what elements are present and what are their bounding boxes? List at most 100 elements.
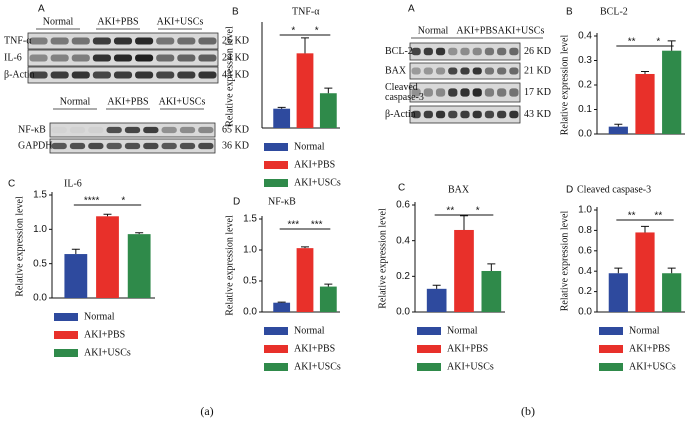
y-tick-label: 0.4	[396, 235, 410, 246]
chart-title: NF-κB	[268, 196, 296, 207]
legend-label: AKI+PBS	[84, 329, 125, 340]
blot-band	[143, 142, 159, 150]
blot-band	[50, 37, 69, 45]
panel-letter: B	[232, 7, 239, 18]
blot-row-label: NF-κB	[18, 124, 46, 135]
blot-band	[71, 71, 90, 79]
blot-band	[460, 47, 470, 56]
blot-band	[29, 37, 48, 45]
legend-label: Normal	[447, 325, 478, 336]
blot-band	[497, 47, 507, 56]
blot-band	[29, 54, 48, 62]
y-tick-label: 0.6	[396, 200, 410, 211]
bar	[481, 270, 502, 312]
y-tick-label: 0.0	[578, 307, 592, 318]
blot-row-label: Cleaved	[385, 82, 418, 93]
legend-label: AKI+PBS	[294, 343, 335, 354]
legend-label: Normal	[294, 141, 325, 152]
significance-label: *	[656, 37, 660, 48]
lane-group-label: AKI+PBS	[97, 16, 138, 27]
blot-band	[435, 67, 446, 75]
subfigure-label: (a)	[200, 404, 213, 418]
blot-band	[88, 142, 104, 150]
blot-band	[435, 110, 446, 119]
bar	[319, 93, 337, 128]
error-bar	[614, 123, 623, 127]
legend-swatch	[264, 143, 288, 151]
blot-band	[448, 67, 458, 75]
blot-band	[106, 142, 122, 150]
bar	[319, 286, 337, 312]
y-tick-label: 1.0	[243, 245, 257, 256]
blot-band	[69, 126, 86, 134]
blot-band	[113, 37, 133, 45]
blot-band	[135, 37, 154, 45]
blot-band	[156, 71, 175, 79]
significance-label: ***	[287, 220, 299, 231]
y-tick-label: 0.2	[578, 80, 592, 91]
blot-band	[71, 54, 90, 62]
blot-band	[29, 71, 48, 79]
blot-band	[460, 67, 470, 75]
error-bar	[103, 213, 112, 217]
panel-letter: D	[566, 185, 573, 196]
chart-title: IL-6	[64, 178, 82, 189]
blot-band	[460, 88, 470, 97]
bar	[426, 288, 447, 312]
blot-band	[423, 47, 433, 56]
legend-swatch	[264, 363, 288, 371]
blot-band	[179, 142, 196, 150]
legend-label: AKI+USCs	[84, 347, 131, 358]
blot-band	[106, 126, 122, 134]
y-tick-label: 0.2	[578, 286, 592, 297]
blot-band	[92, 71, 111, 79]
y-tick-label: 0.0	[243, 307, 257, 318]
legend-swatch	[599, 345, 623, 353]
lane-group-label: AKI+PBS	[456, 25, 497, 36]
blot-band	[497, 110, 507, 119]
y-tick-label: 0.0	[396, 307, 410, 318]
blot-band	[135, 54, 154, 62]
legend-swatch	[417, 363, 441, 371]
blot-size-label: 65 KD	[222, 124, 249, 135]
error-bar	[71, 248, 80, 255]
significance-label: **	[654, 211, 662, 222]
blot-band	[484, 110, 495, 119]
blot-band	[50, 71, 69, 79]
blot-band	[177, 54, 196, 62]
legend-label: AKI+USCs	[629, 361, 676, 372]
y-tick-label: 0.4	[578, 266, 592, 277]
blot-band	[435, 47, 446, 56]
lane-group-label: AKI+USCs	[159, 96, 206, 107]
legend-swatch	[54, 331, 78, 339]
blot-size-label: 36 KD	[222, 140, 249, 151]
blot-band	[177, 37, 196, 45]
lane-group-label: AKI+PBS	[107, 96, 148, 107]
blot-band	[448, 88, 458, 97]
legend-swatch	[599, 327, 623, 335]
blot-band	[113, 71, 133, 79]
panel-letter: B	[566, 7, 573, 18]
legend-label: AKI+PBS	[447, 343, 488, 354]
error-bar	[324, 87, 333, 94]
blot-row-label: IL-6	[4, 52, 22, 63]
significance-label: *	[476, 206, 480, 217]
blot-size-label: 24 KD	[222, 52, 249, 63]
legend-swatch	[599, 363, 623, 371]
blot-band	[497, 67, 507, 75]
lane-group-label: Normal	[60, 96, 91, 107]
error-bar	[641, 225, 649, 233]
blot-band	[411, 67, 421, 75]
blot-band	[124, 126, 141, 134]
blot-band	[411, 47, 421, 56]
error-bar	[301, 246, 309, 249]
blot-band	[423, 88, 433, 97]
y-tick-label: 0.5	[243, 276, 257, 287]
bar	[296, 248, 314, 312]
blot-row-label: β-Actin	[4, 69, 35, 80]
significance-label: **	[628, 37, 636, 48]
error-bar	[487, 263, 496, 271]
blot-band	[135, 71, 154, 79]
blot-band	[472, 67, 482, 75]
blot-band	[472, 47, 482, 56]
